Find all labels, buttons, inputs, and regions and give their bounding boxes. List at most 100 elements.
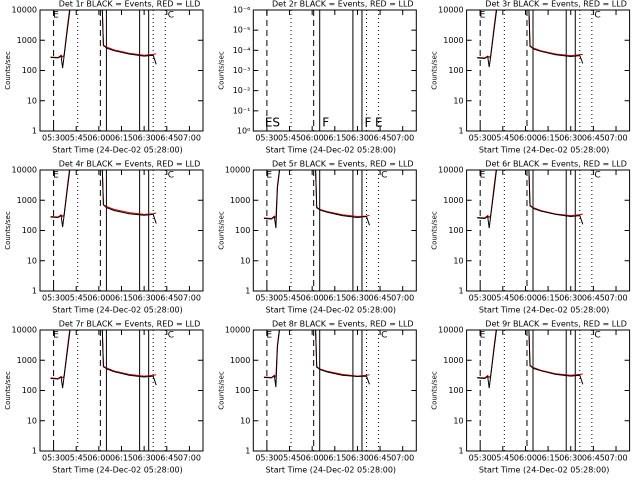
y-tick-label: 1000	[17, 36, 37, 45]
x-tick-label: 06:45	[369, 294, 392, 303]
x-tick-label: 05:30	[42, 454, 65, 463]
x-tick-label: 06:15	[537, 294, 560, 303]
x-tick-label: 07:00	[604, 294, 627, 303]
y-axis-label: Counts/sec	[4, 371, 12, 410]
x-tick-label: 06:00	[87, 294, 110, 303]
annotation: E	[53, 331, 59, 341]
y-axis-label: Counts/sec	[431, 211, 439, 250]
annotation: E	[480, 171, 486, 181]
y-tick-label: 1000	[443, 36, 463, 45]
plot-lines	[266, 10, 380, 131]
chart-title: Det 2r BLACK = Events, RED = LLD	[272, 0, 414, 9]
plot-frame	[252, 329, 417, 452]
x-tick-label: 06:15	[537, 454, 560, 463]
y-axis-label: Counts/sec	[431, 51, 439, 90]
y-tick-label: 100	[22, 226, 37, 235]
chart-title: Det 4r BLACK = Events, RED = LLD	[59, 160, 201, 169]
series-line	[50, 170, 157, 228]
plot-lines	[50, 10, 166, 131]
y-tick-label: 1000	[443, 196, 463, 205]
y-tick-label: 1000	[17, 356, 37, 365]
x-tick-label: 07:00	[178, 294, 201, 303]
x-tick-label: 05:45	[65, 294, 88, 303]
annotation: C	[594, 331, 600, 341]
x-axis-label: Start Time (24-Dec-02 05:28:00)	[479, 306, 610, 315]
x-tick-label: 06:15	[110, 134, 133, 143]
x-tick-label: 06:30	[559, 454, 582, 463]
x-tick-label: 06:30	[346, 294, 369, 303]
y-tick-label: 100	[448, 226, 463, 235]
y-tick-label: 10000	[225, 326, 250, 335]
panel: Det 3r BLACK = Events, RED = LLD Start Ti…	[431, 0, 631, 155]
y-tick-label: 1000	[230, 356, 250, 365]
y-axis-label: Counts/sec	[431, 371, 439, 410]
plot-frame	[252, 9, 417, 132]
annotation: S	[272, 116, 280, 130]
x-tick-label: 05:30	[469, 134, 492, 143]
y-tick-label: 1	[459, 447, 464, 456]
x-axis-label: Start Time (24-Dec-02 05:28:00)	[52, 146, 183, 155]
plot-frame	[252, 169, 417, 292]
x-tick-label: 05:45	[278, 294, 301, 303]
x-tick-label: 06:45	[155, 134, 178, 143]
plot-lines	[263, 330, 380, 451]
x-tick-label: 05:45	[278, 454, 301, 463]
y-tick-label: 10⁻³	[233, 66, 251, 75]
x-tick-label: 06:15	[110, 454, 133, 463]
series-line	[477, 330, 584, 389]
y-axis-label: Counts/sec	[217, 51, 225, 90]
x-tick-label: 07:00	[391, 294, 414, 303]
annotation: E	[266, 331, 272, 341]
annotation: C	[168, 171, 174, 181]
chart-title: Det 8r BLACK = Events, RED = LLD	[272, 320, 414, 329]
y-tick-label: 1000	[230, 196, 250, 205]
x-tick-label: 06:45	[369, 134, 392, 143]
panel: Det 4r BLACK = Events, RED = LLD Start Ti…	[4, 160, 204, 315]
y-tick-label: 1	[245, 447, 250, 456]
x-tick-label: 05:30	[469, 454, 492, 463]
y-tick-label: 100	[235, 386, 250, 395]
x-tick-label: 06:00	[301, 454, 324, 463]
series-line	[263, 170, 370, 220]
plot-frame	[466, 9, 631, 132]
y-tick-label: 100	[448, 66, 463, 75]
x-tick-label: 05:30	[42, 294, 65, 303]
chart-title: Det 3r BLACK = Events, RED = LLD	[485, 0, 627, 9]
y-axis-label: Counts/sec	[217, 371, 225, 410]
y-tick-label: 10	[240, 256, 250, 265]
annotation: E	[266, 171, 272, 181]
plot-frame	[466, 169, 631, 292]
panel: Det 9r BLACK = Events, RED = LLD Start Ti…	[431, 320, 631, 475]
x-tick-label: 05:30	[255, 454, 278, 463]
y-tick-label: 100	[22, 66, 37, 75]
y-tick-label: 10⁻⁵	[233, 26, 251, 35]
chart-title: Det 7r BLACK = Events, RED = LLD	[59, 320, 201, 329]
y-tick-label: 10000	[438, 326, 463, 335]
x-axis-label: Start Time (24-Dec-02 05:28:00)	[52, 466, 183, 475]
panel: Det 5r BLACK = Events, RED = LLD Start Ti…	[217, 160, 417, 315]
y-tick-label: 10	[240, 416, 250, 425]
x-tick-label: 07:00	[391, 454, 414, 463]
y-axis-label: Counts/sec	[4, 211, 12, 250]
y-tick-label: 10000	[438, 166, 463, 175]
y-tick-label: 10⁰	[237, 127, 250, 136]
series-line	[477, 170, 583, 219]
y-tick-label: 10	[453, 96, 463, 105]
plot-lines	[477, 10, 593, 131]
series-line	[263, 170, 370, 229]
y-tick-label: 1	[459, 287, 464, 296]
x-tick-label: 06:45	[155, 294, 178, 303]
y-tick-label: 1	[459, 127, 464, 136]
x-tick-label: 06:45	[582, 134, 605, 143]
plot-frame	[39, 169, 204, 292]
annotation: F	[322, 116, 329, 130]
x-tick-label: 06:15	[323, 294, 346, 303]
x-tick-label: 05:45	[278, 134, 301, 143]
series-line	[477, 170, 584, 229]
series-line	[477, 10, 584, 68]
y-tick-label: 1000	[443, 356, 463, 365]
x-tick-label: 06:15	[323, 134, 346, 143]
y-tick-label: 10000	[438, 6, 463, 15]
x-tick-label: 06:00	[301, 294, 324, 303]
annotation: F	[364, 116, 371, 130]
